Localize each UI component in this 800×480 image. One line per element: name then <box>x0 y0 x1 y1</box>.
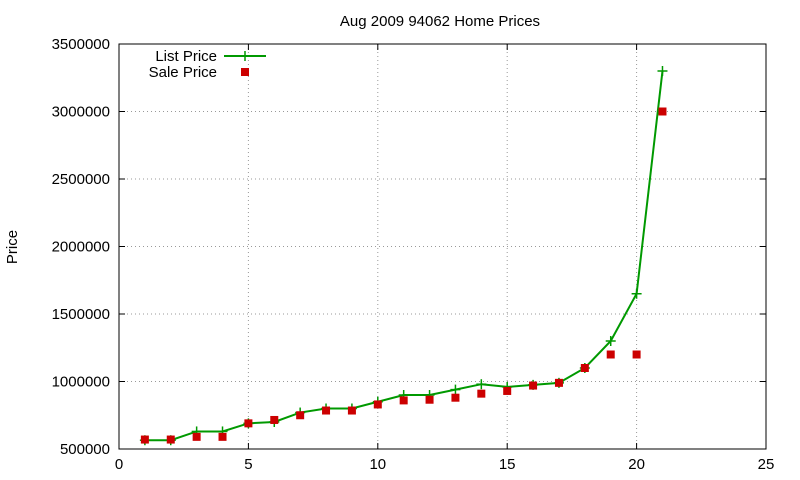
list-price-point <box>657 66 668 76</box>
x-tick-label: 20 <box>628 456 645 473</box>
x-tick-label: 10 <box>369 456 386 473</box>
list-price-point <box>605 336 616 346</box>
sale-price-point <box>477 389 486 398</box>
x-tick-label: 25 <box>758 456 775 473</box>
sale-price-point <box>270 415 279 424</box>
y-tick-label: 2500000 <box>52 171 110 188</box>
plot-frame <box>118 43 767 450</box>
legend-square-swatch <box>241 68 249 76</box>
sale-price-point <box>580 364 589 372</box>
legend-label: List Price <box>155 48 217 65</box>
sale-price-point <box>658 107 667 116</box>
list-price-point <box>450 384 461 395</box>
x-tick-label: 0 <box>115 456 123 473</box>
sale-price-point <box>322 406 331 415</box>
chart-title: Aug 2009 94062 Home Prices <box>340 13 540 30</box>
sale-price-point <box>244 419 253 428</box>
y-tick-label: 1500000 <box>52 306 110 323</box>
sale-price-point <box>425 395 434 404</box>
y-axis-label: Price <box>4 230 21 264</box>
axis-ticks: 0 5 10 15 20 25 500000 1000000 1500000 2000000 250… <box>52 36 775 473</box>
sale-price-point <box>503 386 512 395</box>
series-sale-price <box>140 107 667 444</box>
sale-price-point <box>606 350 615 359</box>
sale-price-point <box>166 435 175 444</box>
list-price-point <box>476 379 487 390</box>
legend-label: Sale Price <box>149 64 217 81</box>
grid-lines <box>119 44 766 449</box>
sale-price-point <box>192 432 201 441</box>
legend-cross-swatch <box>240 51 250 61</box>
sale-price-point <box>347 406 356 415</box>
y-tick-label: 3000000 <box>52 104 110 121</box>
y-tick-label: 2000000 <box>52 239 110 256</box>
series-layer <box>139 66 668 446</box>
list-price-point <box>631 288 642 299</box>
y-tick-label: 500000 <box>60 441 110 458</box>
y-tick-label: 3500000 <box>52 36 110 53</box>
series-list-price <box>139 66 668 446</box>
x-tick-label: 15 <box>499 456 516 473</box>
list-price-line <box>144 70 664 442</box>
sale-price-point <box>296 411 305 420</box>
sale-price-point <box>218 432 227 441</box>
y-tick-label: 1000000 <box>52 374 110 391</box>
sale-price-point <box>399 396 408 405</box>
sale-price-point <box>554 378 563 387</box>
sale-price-point <box>140 435 149 444</box>
sale-price-point <box>529 381 538 390</box>
sale-price-point <box>373 400 382 409</box>
sale-price-point <box>451 393 460 402</box>
x-tick-label: 5 <box>244 456 252 473</box>
sale-price-point <box>632 350 641 359</box>
